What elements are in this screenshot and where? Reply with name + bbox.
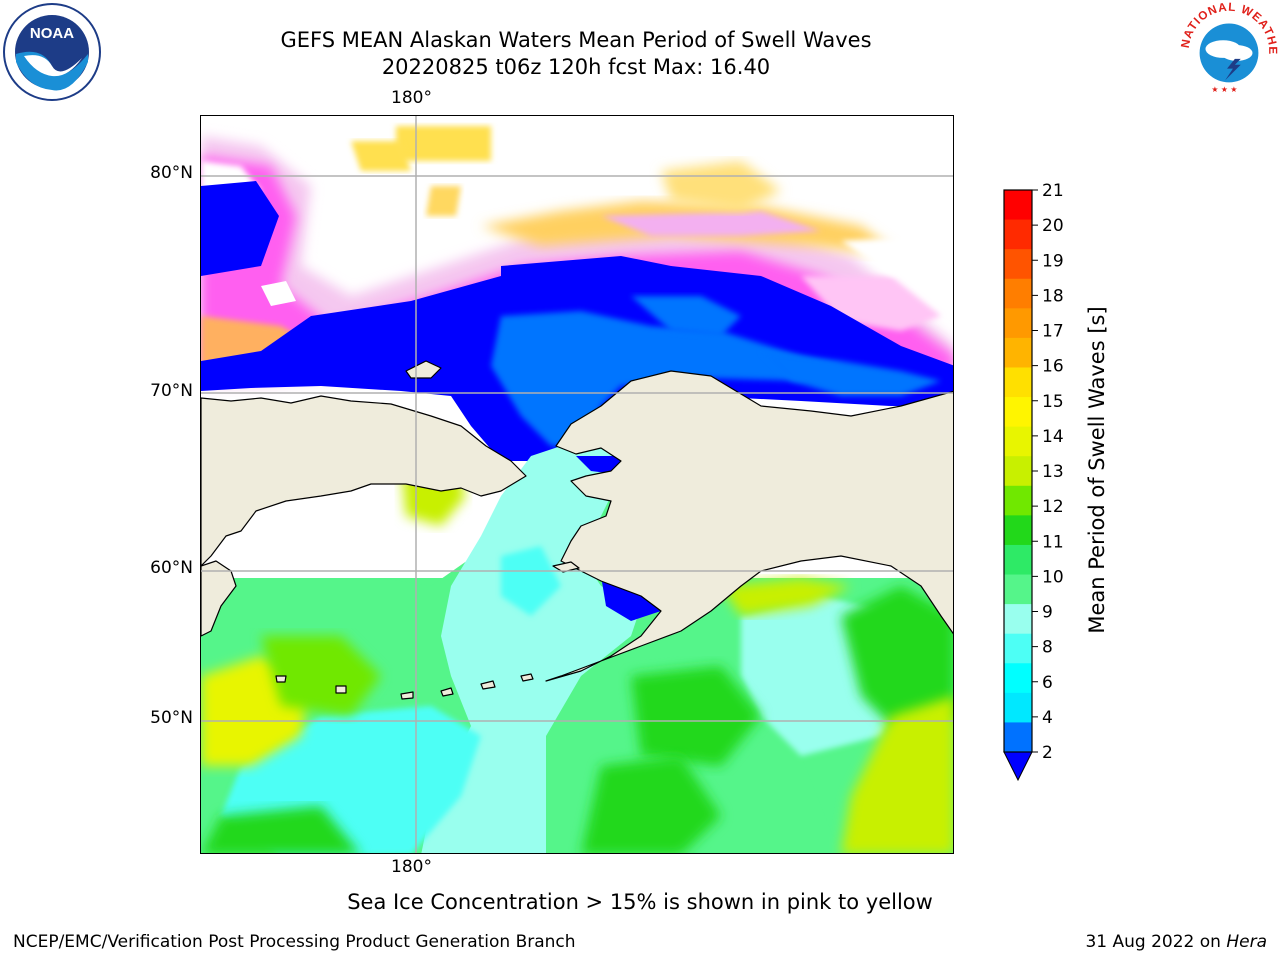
- nws-logo: NATIONAL WEATHER SERVICE ★ ★ ★: [1175, 0, 1278, 104]
- colorbar-segment: [1004, 633, 1032, 664]
- colorbar-segment: [1004, 515, 1032, 546]
- lon-label-top: 180°: [391, 88, 432, 108]
- colorbar-segment: [1004, 485, 1032, 516]
- colorbar-tick-label: 20: [1042, 216, 1064, 236]
- colorbar-segment: [1004, 722, 1032, 753]
- colorbar-segment: [1004, 456, 1032, 487]
- chart-title: GEFS MEAN Alaskan Waters Mean Period of …: [280, 28, 872, 52]
- lat-label-50: 50°N: [150, 708, 193, 728]
- chart-subtitle: 20220825 t06z 120h fcst Max: 16.40: [381, 55, 771, 79]
- colorbar-tick-label: 6: [1042, 673, 1053, 693]
- colorbar-tick-label: 2: [1042, 743, 1053, 763]
- colorbar-segment: [1004, 574, 1032, 605]
- noaa-logo: NOAA: [2, 2, 102, 106]
- colorbar-segment: [1004, 308, 1032, 339]
- colorbar-segment: [1004, 367, 1032, 398]
- colorbar-tick-label: 18: [1042, 286, 1064, 306]
- colorbar-tick-label: 9: [1042, 603, 1053, 623]
- footer-date-text: 31 Aug 2022 on: [1085, 932, 1221, 952]
- svg-text:★ ★ ★: ★ ★ ★: [1211, 85, 1237, 94]
- colorbar-tick-label: 10: [1042, 567, 1064, 587]
- sea-ice-note: Sea Ice Concentration > 15% is shown in …: [347, 890, 933, 914]
- footer-date: 31 Aug 2022 on Hera: [1085, 932, 1267, 952]
- colorbar-segment: [1004, 663, 1032, 694]
- lon-label-bottom: 180°: [391, 857, 432, 877]
- colorbar-segment: [1004, 337, 1032, 368]
- land-masses: [201, 360, 953, 700]
- colorbar-tick-label: 17: [1042, 322, 1064, 342]
- footer-credit: NCEP/EMC/Verification Post Processing Pr…: [13, 932, 576, 952]
- lat-label-60: 60°N: [150, 558, 193, 578]
- colorbar-tick-label: 19: [1042, 251, 1064, 271]
- colorbar-segment: [1004, 190, 1032, 221]
- colorbar-segment: [1004, 544, 1032, 576]
- lat-label-70: 70°N: [150, 381, 193, 401]
- colorbar-segment: [1004, 219, 1032, 250]
- swell-period-map: [201, 116, 953, 853]
- colorbar-tick-label: 21: [1042, 181, 1064, 201]
- colorbar-label: Mean Period of Swell Waves [s]: [1085, 306, 1109, 634]
- colorbar-tick-label: 13: [1042, 462, 1064, 482]
- colorbar-segment: [1004, 692, 1032, 723]
- noaa-logo-text: NOAA: [30, 25, 74, 42]
- map-panel: [200, 115, 954, 854]
- colorbar-tick-label: 16: [1042, 357, 1064, 377]
- graticule: [201, 116, 953, 853]
- colorbar-tick-label: 4: [1042, 708, 1053, 728]
- colorbar-tick-label: 11: [1042, 532, 1064, 552]
- colorbar-segment: [1004, 249, 1032, 280]
- colorbar-tick-label: 14: [1042, 427, 1064, 447]
- colorbar: 21 20 19 18 17 16 15 14 13 12 11 10 9 8 6 4 2: [1003, 181, 1064, 782]
- colorbar-segment: [1004, 604, 1032, 635]
- colorbar-segment: [1004, 278, 1032, 309]
- pacific-wave-field: [201, 446, 953, 853]
- colorbar-tick-label: 15: [1042, 392, 1064, 412]
- colorbar-segment: [1004, 397, 1032, 428]
- colorbar-tick-label: 8: [1042, 638, 1053, 658]
- footer-host: Hera: [1226, 932, 1267, 952]
- colorbar-segment: [1004, 426, 1032, 457]
- lat-label-80: 80°N: [150, 163, 193, 183]
- colorbar-tick-label: 12: [1042, 497, 1064, 517]
- colorbar-extend-arrow: [1003, 751, 1033, 782]
